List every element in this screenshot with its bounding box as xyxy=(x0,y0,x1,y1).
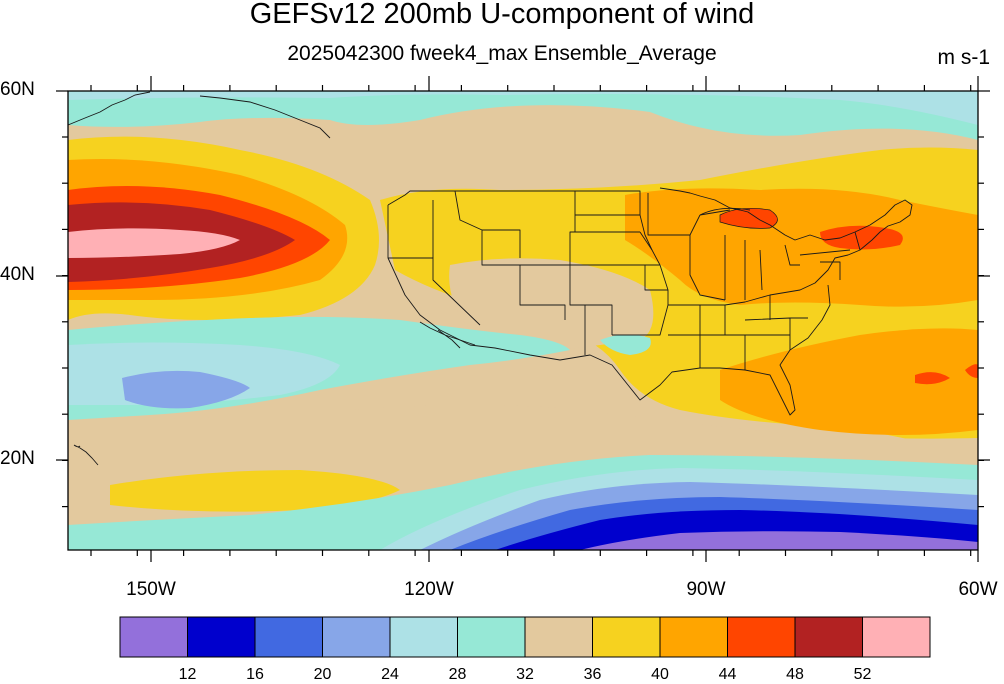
field-north-top xyxy=(68,91,978,125)
coastlines xyxy=(67,91,778,466)
colorbar-label: 44 xyxy=(718,666,737,683)
field-atlantic-max xyxy=(915,364,978,385)
latitude-label: 40N xyxy=(0,264,35,285)
colorbar-label: 24 xyxy=(381,666,399,683)
field-south-12 xyxy=(580,531,978,550)
chart-title: GEFSv12 200mb U-component of wind xyxy=(249,0,755,30)
colorbar-label: 36 xyxy=(583,666,602,683)
colorbar-label: 12 xyxy=(178,666,197,683)
colorbar-label: 32 xyxy=(516,666,534,683)
colorbar-swatch xyxy=(862,616,931,658)
latitude-label: 60N xyxy=(0,79,35,100)
colorbar-swatch xyxy=(187,616,256,658)
longitude-label: 120W xyxy=(404,579,454,600)
colorbar-swatch xyxy=(322,616,391,658)
colorbar-label: 16 xyxy=(246,666,264,683)
map-frame xyxy=(67,90,979,551)
colorbar-swatch xyxy=(119,616,188,658)
colorbar-label: 40 xyxy=(651,666,669,683)
axis-ticks xyxy=(56,76,990,562)
field-east-jet xyxy=(625,188,978,307)
colorbar xyxy=(119,616,931,658)
longitude-label: 90W xyxy=(686,579,726,600)
field-atlantic-jet xyxy=(720,328,978,435)
field-west-jet-core xyxy=(68,228,240,258)
field-north-band xyxy=(68,91,978,140)
colorbar-swatch xyxy=(524,616,593,658)
field-tx-blob xyxy=(600,334,651,355)
field-northeast-max xyxy=(820,225,903,250)
colorbar-label: 28 xyxy=(448,666,467,683)
colorbar-swatch xyxy=(389,616,458,658)
field-interior-west xyxy=(449,258,654,350)
colorbar-swatch xyxy=(254,616,323,658)
longitude-label: 150W xyxy=(126,579,176,600)
colorbar-swatch xyxy=(592,616,661,658)
colorbar-swatch xyxy=(794,616,863,658)
field-pacific-south-jet xyxy=(110,470,400,512)
latitude-label: 20N xyxy=(0,448,35,469)
field-great-lakes-max xyxy=(720,208,778,229)
colorbar-label: 20 xyxy=(313,666,332,683)
colorbar-swatch xyxy=(659,616,728,658)
field-subtropic-min xyxy=(122,370,250,409)
chart-subtitle: 2025042300 fweek4_max Ensemble_Average xyxy=(287,42,717,65)
colorbar-swatch xyxy=(727,616,796,658)
colorbar-label: 48 xyxy=(786,666,804,683)
wind-contour-fields xyxy=(68,91,978,550)
colorbar-swatch xyxy=(457,616,526,658)
longitude-label: 60W xyxy=(958,579,998,600)
colorbar-label: 52 xyxy=(853,666,872,683)
units-label: m s-1 xyxy=(937,46,991,69)
